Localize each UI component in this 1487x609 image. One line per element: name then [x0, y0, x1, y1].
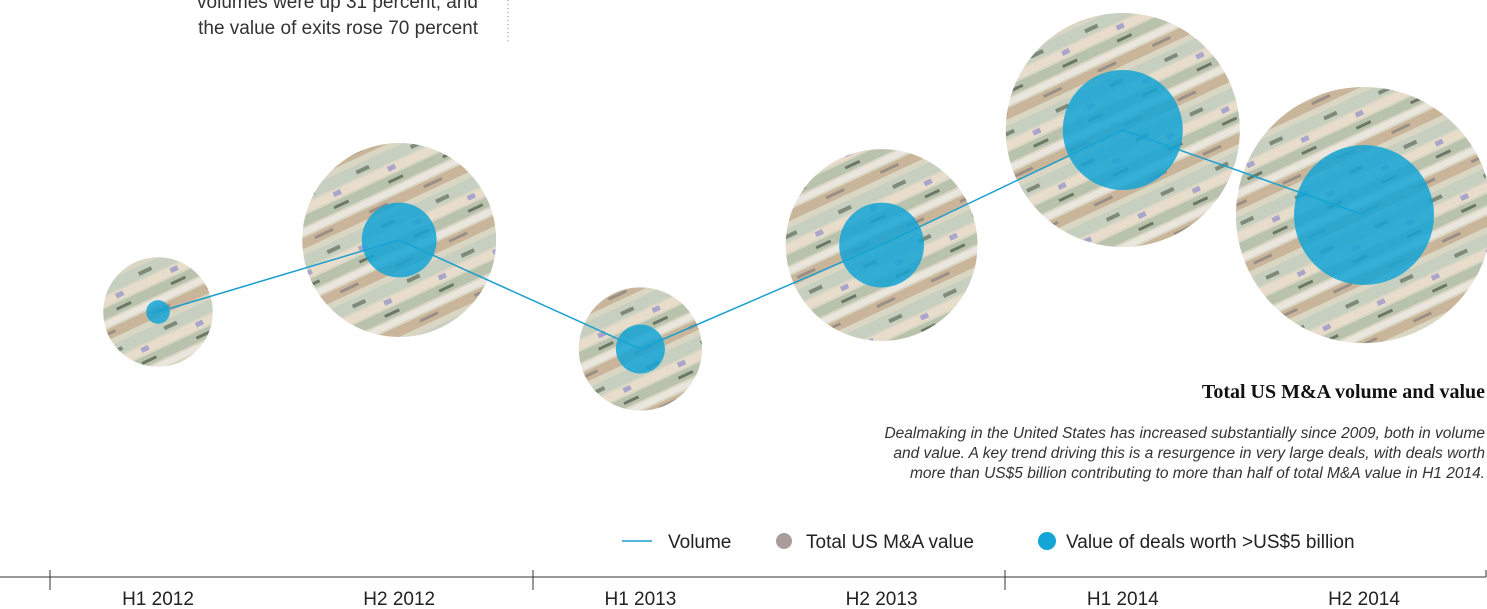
caption: more than US$5 billion contributing to m… [910, 465, 1485, 482]
caption: Dealmaking in the United States has incr… [884, 425, 1485, 442]
x-tick-label: H1 2014 [1087, 589, 1159, 609]
plot: H1 2012 H2 2012 H1 2013 H2 2013 H1 2014 H2 20… [103, 13, 1487, 609]
big-deal-bubble [1063, 70, 1183, 190]
chart: volumes were up 31 percent, and the valu… [0, 0, 1487, 609]
caption: and value. A key trend driving this is a… [893, 445, 1485, 462]
legend-label: Volume [668, 532, 731, 553]
x-tick-label: H2 2013 [846, 589, 918, 609]
x-tick-label: H2 2012 [363, 589, 435, 609]
big-deal-bubble [362, 203, 437, 278]
note-text: the value of exits rose 70 percent [198, 18, 479, 39]
big-deal-bubble [616, 325, 665, 374]
legend-label: Value of deals worth >US$5 billion [1066, 532, 1355, 553]
big-deal-bubble [839, 203, 924, 288]
big-deal-bubble [1294, 145, 1434, 285]
x-tick-label: H1 2012 [122, 589, 194, 609]
note-text: volumes were up 31 percent, and [197, 0, 478, 13]
legend-marker [776, 533, 792, 549]
big-deal-bubble [146, 300, 170, 324]
chart-title: Total US M&A volume and value [1202, 381, 1485, 403]
x-tick-label: H1 2013 [604, 589, 676, 609]
legend-marker [1038, 532, 1056, 550]
x-tick-label: H2 2014 [1328, 589, 1400, 609]
legend-label: Total US M&A value [806, 532, 974, 553]
legend: Volume Total US M&A value Value of deals w… [622, 532, 1355, 553]
